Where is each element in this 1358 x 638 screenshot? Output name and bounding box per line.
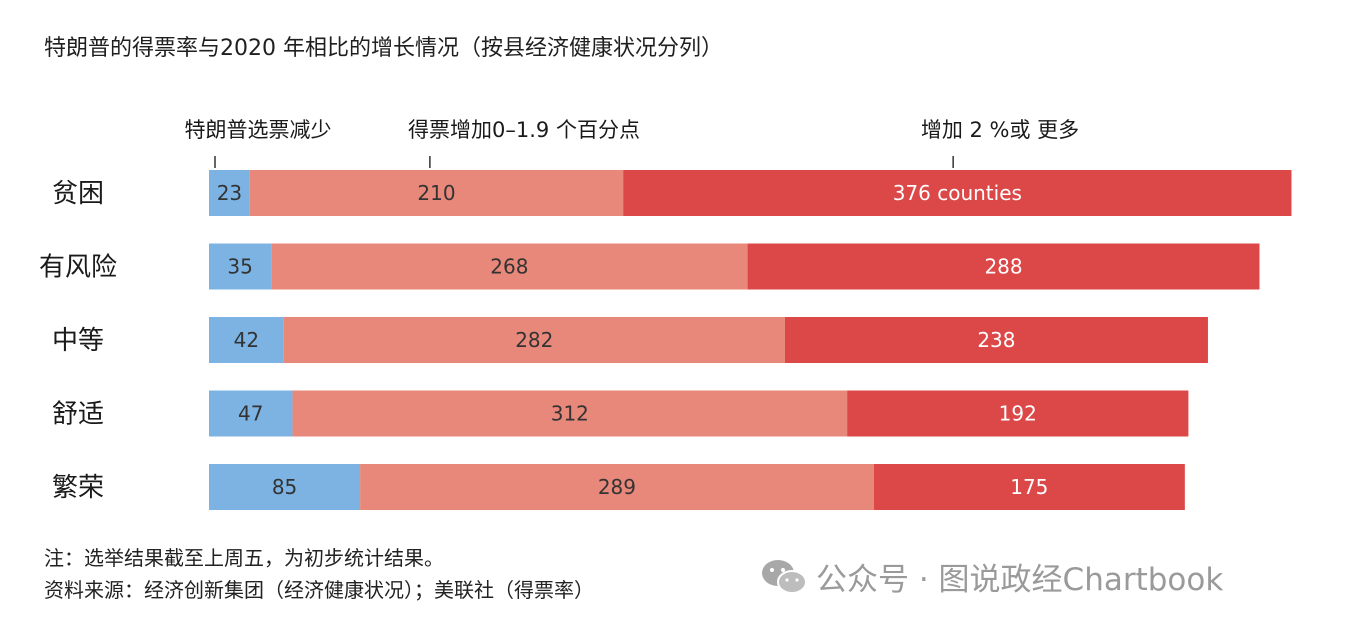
data-label: 85 <box>272 475 297 499</box>
data-label: 289 <box>598 475 636 499</box>
stacked-bar-chart: 特朗普选票减少 得票增加0–1.9 个百分点 增加 2 %或 更多 贫困有风险中等舒… <box>39 118 1292 510</box>
bar-segment <box>747 243 1260 290</box>
data-label: 23 <box>217 181 242 205</box>
bar-segment <box>292 390 848 437</box>
legend-label: 增加 2 %或 更多 <box>921 118 1079 142</box>
bar-segment <box>623 170 1292 216</box>
data-label: 288 <box>984 255 1022 279</box>
bar-segment <box>249 170 624 216</box>
data-label: 312 <box>551 402 589 426</box>
legend: 特朗普选票减少 得票增加0–1.9 个百分点 增加 2 %或 更多 <box>185 118 1079 168</box>
watermark: 公众号 · 图说政经Chartbook <box>760 554 1223 599</box>
watermark-text: 公众号 · 图说政经Chartbook <box>816 562 1224 598</box>
data-label: 42 <box>234 328 259 352</box>
data-label: 47 <box>238 402 263 426</box>
bar-segment <box>271 243 748 290</box>
bars <box>209 170 1292 510</box>
data-label: 175 <box>1010 475 1048 499</box>
bar-segment <box>209 243 272 290</box>
legend-label: 特朗普选票减少 <box>185 118 332 142</box>
bar-segment <box>360 464 874 510</box>
chart-source: 资料来源：经济创新集团（经济健康状况）；美联社（得票率） <box>44 578 594 602</box>
category-label: 繁荣 <box>52 473 104 503</box>
chart-note: 注：选举结果截至上周五，为初步统计结果。 <box>44 546 444 570</box>
data-label: 376 counties <box>893 181 1022 205</box>
chart-title: 特朗普的得票率与2020 年相比的增长情况（按县经济健康状况分列） <box>44 36 723 61</box>
category-label: 舒适 <box>52 400 104 430</box>
bar-segment <box>873 464 1185 510</box>
category-label: 贫困 <box>52 179 104 209</box>
bar-segment <box>283 317 785 363</box>
data-label: 238 <box>977 328 1015 352</box>
data-label: 192 <box>999 402 1037 426</box>
data-labels: 23 210 376 counties 35 268 288 42 282 238 47 312 19… <box>217 181 1049 499</box>
wechat-icon <box>762 559 807 594</box>
legend-label: 得票增加0–1.9 个百分点 <box>408 118 640 142</box>
category-label: 中等 <box>52 326 104 356</box>
data-label: 268 <box>490 255 528 279</box>
bar-segment <box>209 170 250 216</box>
category-label: 有风险 <box>39 253 117 283</box>
data-label: 35 <box>227 255 252 279</box>
bar-segment <box>209 317 284 363</box>
bar-segment <box>209 464 361 510</box>
data-label: 282 <box>515 328 553 352</box>
data-label: 210 <box>417 181 455 205</box>
bar-segment <box>784 317 1208 363</box>
bar-segment <box>847 390 1189 437</box>
bar-segment <box>209 390 293 437</box>
